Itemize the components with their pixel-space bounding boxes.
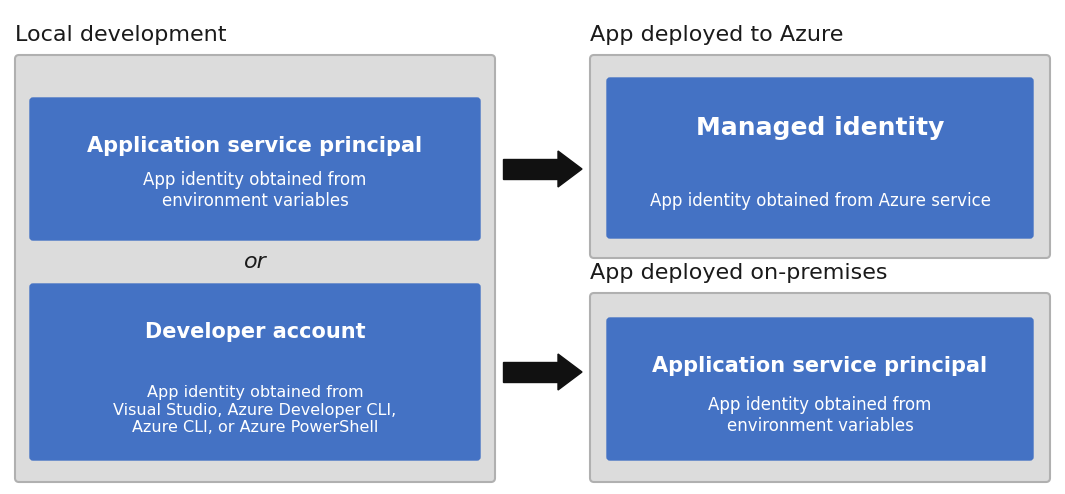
FancyBboxPatch shape xyxy=(607,78,1033,238)
Bar xyxy=(503,159,558,179)
Text: Application service principal: Application service principal xyxy=(87,136,423,156)
Polygon shape xyxy=(558,151,581,187)
Text: Developer account: Developer account xyxy=(145,322,365,342)
Text: App deployed to Azure: App deployed to Azure xyxy=(590,25,843,45)
Text: Application service principal: Application service principal xyxy=(653,356,987,376)
FancyBboxPatch shape xyxy=(590,293,1050,482)
FancyBboxPatch shape xyxy=(15,55,495,482)
Text: Managed identity: Managed identity xyxy=(695,116,945,140)
Bar xyxy=(503,362,558,382)
Text: or: or xyxy=(244,252,266,272)
FancyBboxPatch shape xyxy=(30,284,480,460)
Text: App identity obtained from
environment variables: App identity obtained from environment v… xyxy=(144,171,366,210)
Text: App identity obtained from
Visual Studio, Azure Developer CLI,
Azure CLI, or Azu: App identity obtained from Visual Studio… xyxy=(113,385,396,435)
Polygon shape xyxy=(558,354,581,390)
Text: App identity obtained from Azure service: App identity obtained from Azure service xyxy=(650,192,990,210)
FancyBboxPatch shape xyxy=(607,318,1033,460)
FancyBboxPatch shape xyxy=(590,55,1050,258)
FancyBboxPatch shape xyxy=(30,98,480,240)
Text: App identity obtained from
environment variables: App identity obtained from environment v… xyxy=(708,396,932,435)
Text: App deployed on-premises: App deployed on-premises xyxy=(590,263,887,283)
Text: Local development: Local development xyxy=(15,25,227,45)
